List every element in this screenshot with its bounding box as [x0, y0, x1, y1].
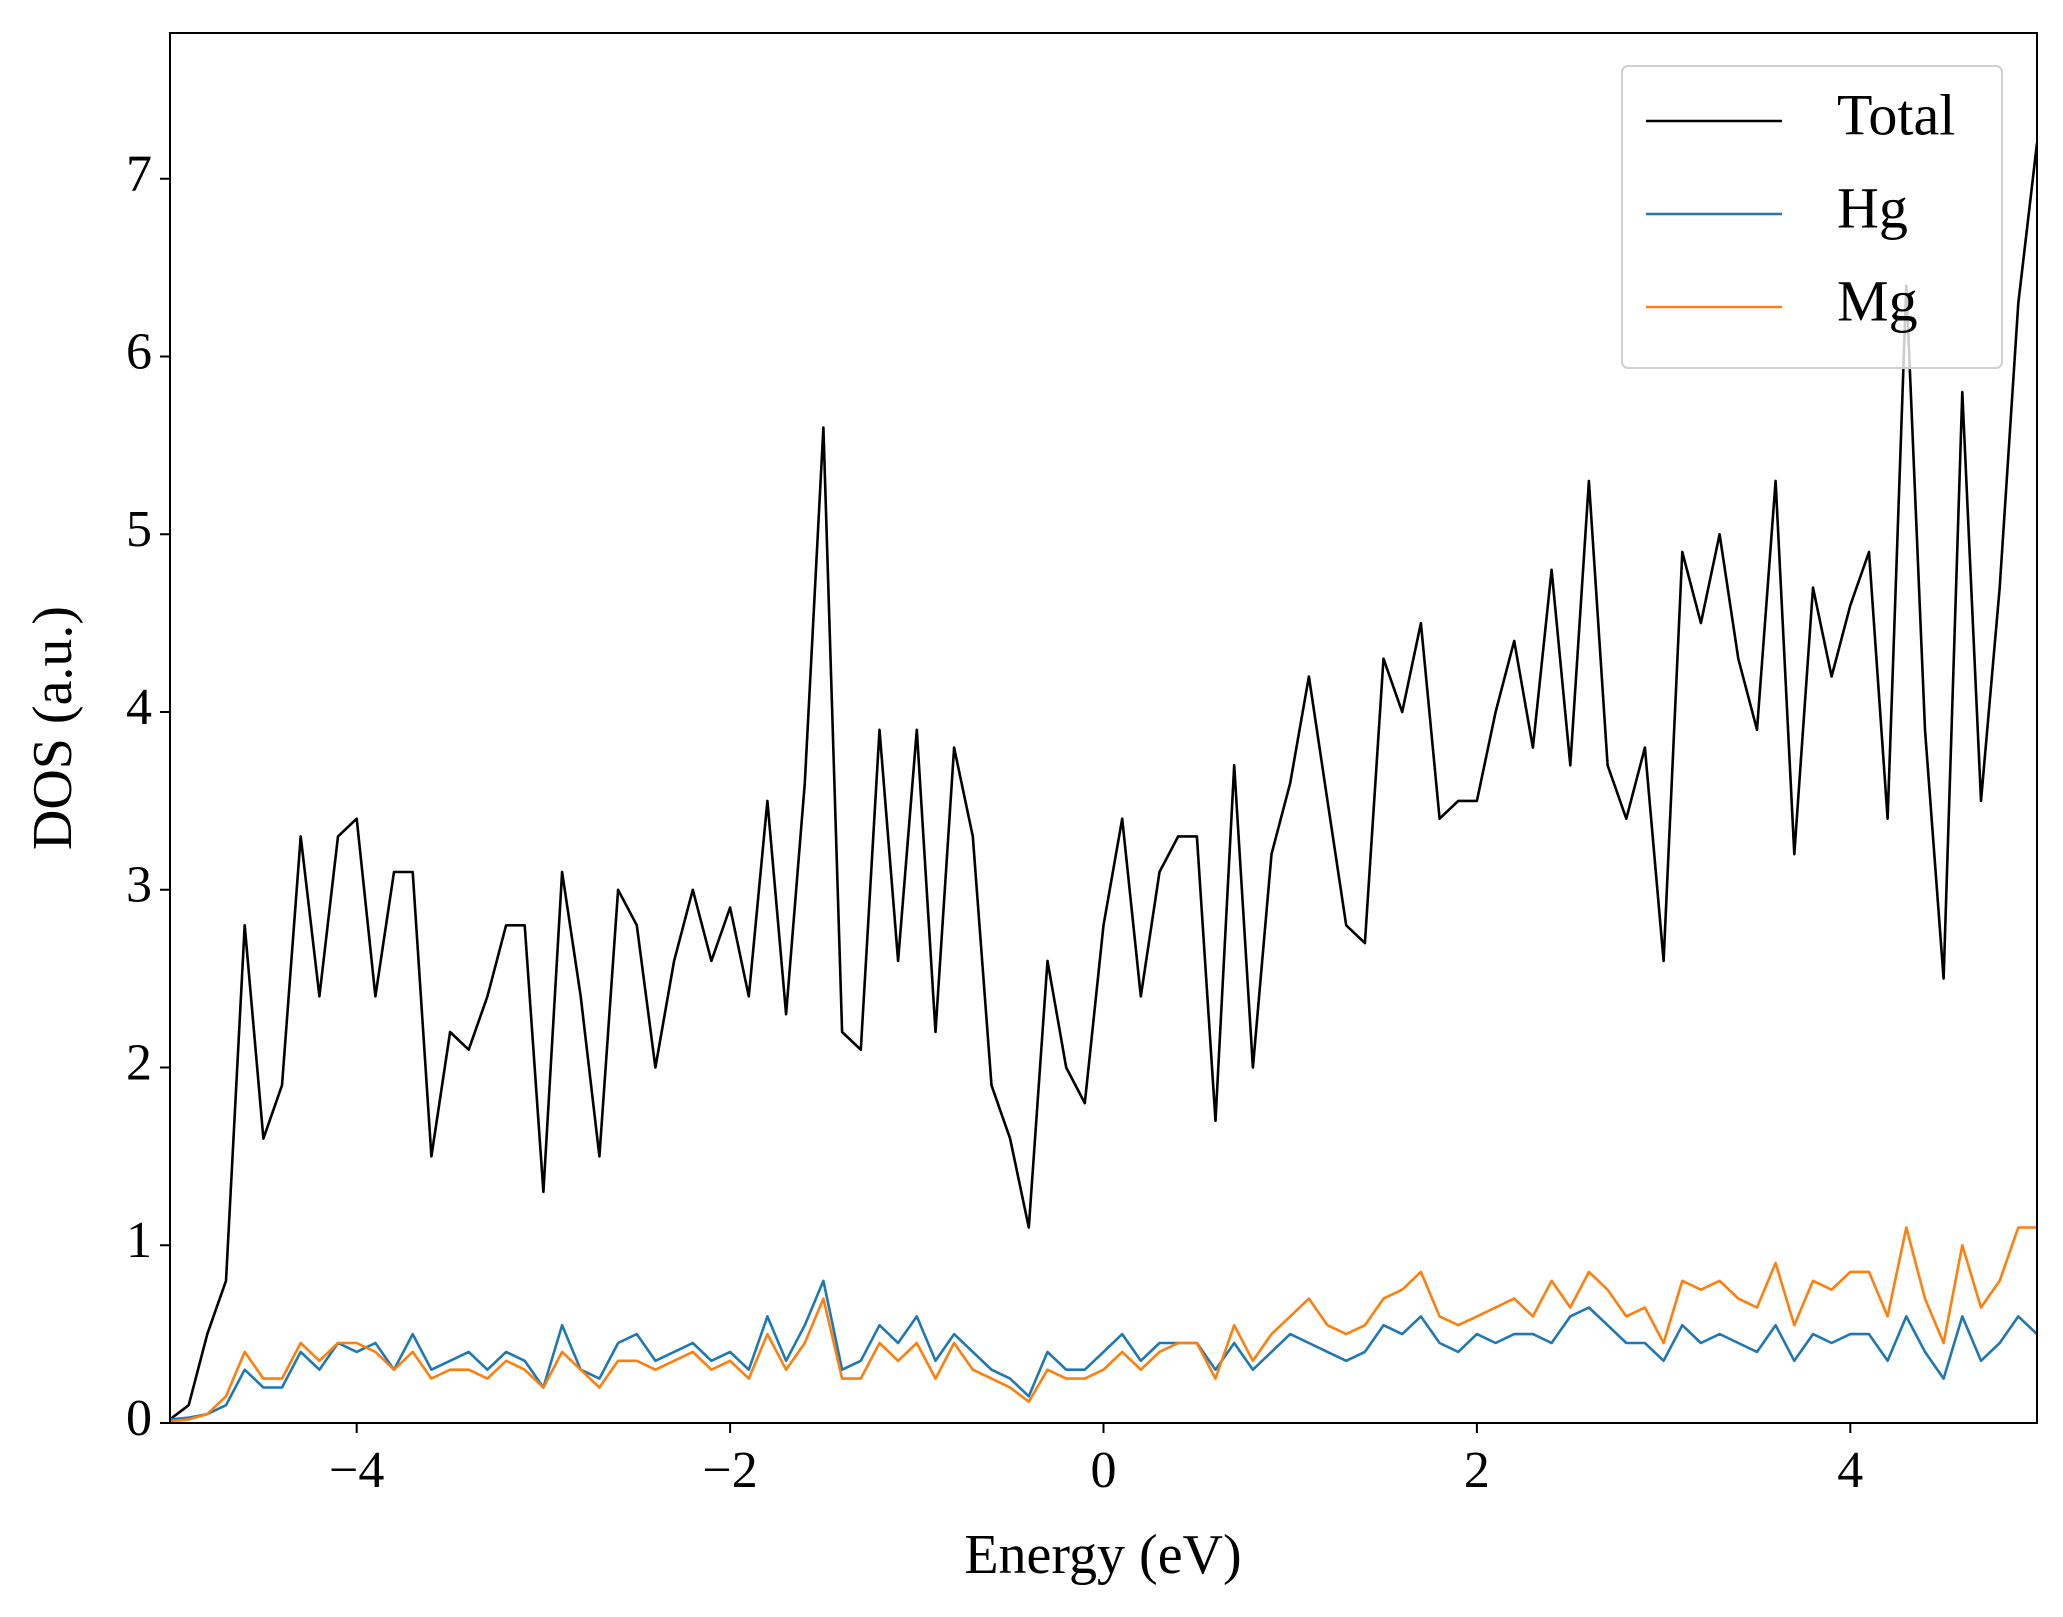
legend-label: Mg — [1837, 268, 1918, 333]
x-axis-label: Energy (eV) — [964, 1524, 1241, 1586]
y-axis-label: DOS (a.u.) — [22, 606, 84, 850]
y-tick-label: 2 — [126, 1034, 152, 1091]
y-tick-label: 1 — [126, 1212, 152, 1269]
y-tick-label: 7 — [126, 146, 152, 203]
y-tick-label: 0 — [126, 1390, 152, 1447]
y-tick-label: 3 — [126, 857, 152, 914]
series-line — [170, 1279, 2037, 1421]
x-tick-label: −4 — [329, 1442, 384, 1499]
plot-frame — [169, 32, 2038, 1424]
y-tick-label: 4 — [126, 679, 152, 736]
series-line — [170, 143, 2037, 1421]
plot-area — [170, 143, 2037, 1423]
y-tick-label: 6 — [126, 323, 152, 380]
x-tick-label: 4 — [1837, 1442, 1863, 1499]
legend-label: Hg — [1837, 175, 1908, 240]
y-tick-label: 5 — [126, 501, 152, 558]
series-line — [170, 1226, 2037, 1423]
x-tick-label: 0 — [1091, 1442, 1117, 1499]
legend-label: Total — [1837, 82, 1955, 147]
legend-box — [1621, 65, 2003, 369]
x-tick-label: −2 — [702, 1442, 757, 1499]
x-tick-label: 2 — [1464, 1442, 1490, 1499]
